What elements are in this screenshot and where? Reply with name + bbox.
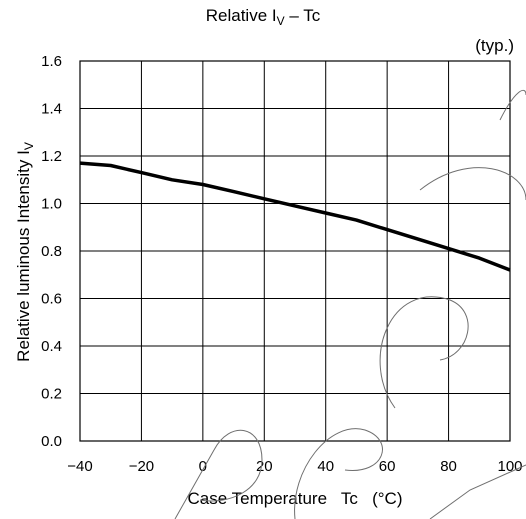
y-tick-label: 0.6 <box>41 291 62 308</box>
x-tick-label: 60 <box>379 458 396 475</box>
y-tick-label: 0.2 <box>41 386 62 403</box>
x-tick-label: 40 <box>317 458 334 475</box>
y-tick-label: 0.8 <box>41 243 62 260</box>
x-tick-label: 20 <box>256 458 273 475</box>
grid-lines <box>79 60 511 442</box>
x-tick-labels: −40 −20 0 20 40 60 80 100 <box>67 458 522 475</box>
y-tick-label: 1.2 <box>41 148 62 165</box>
x-tick-label: −40 <box>67 458 92 475</box>
y-tick-labels: 0.0 0.2 0.4 0.6 0.8 1.0 1.2 1.4 1.6 <box>41 53 62 450</box>
y-axis-label: Relative luminous Intensity IV <box>14 142 36 362</box>
x-tick-label: −20 <box>129 458 154 475</box>
x-tick-label: 100 <box>497 458 522 475</box>
x-axis-label: Case Temperature Tc (°C) <box>187 489 403 508</box>
y-tick-label: 0.4 <box>41 338 62 355</box>
chart-title: Relative IV – Tc <box>205 6 321 28</box>
y-tick-label: 0.0 <box>41 433 62 450</box>
data-series <box>79 161 511 272</box>
y-tick-label: 1.6 <box>41 53 62 70</box>
y-tick-label: 1.4 <box>41 101 62 118</box>
chart-note: (typ.) <box>475 36 514 55</box>
x-tick-label: 80 <box>440 458 457 475</box>
x-tick-label: 0 <box>199 458 207 475</box>
series-line <box>79 161 511 272</box>
y-tick-label: 1.0 <box>41 196 62 213</box>
